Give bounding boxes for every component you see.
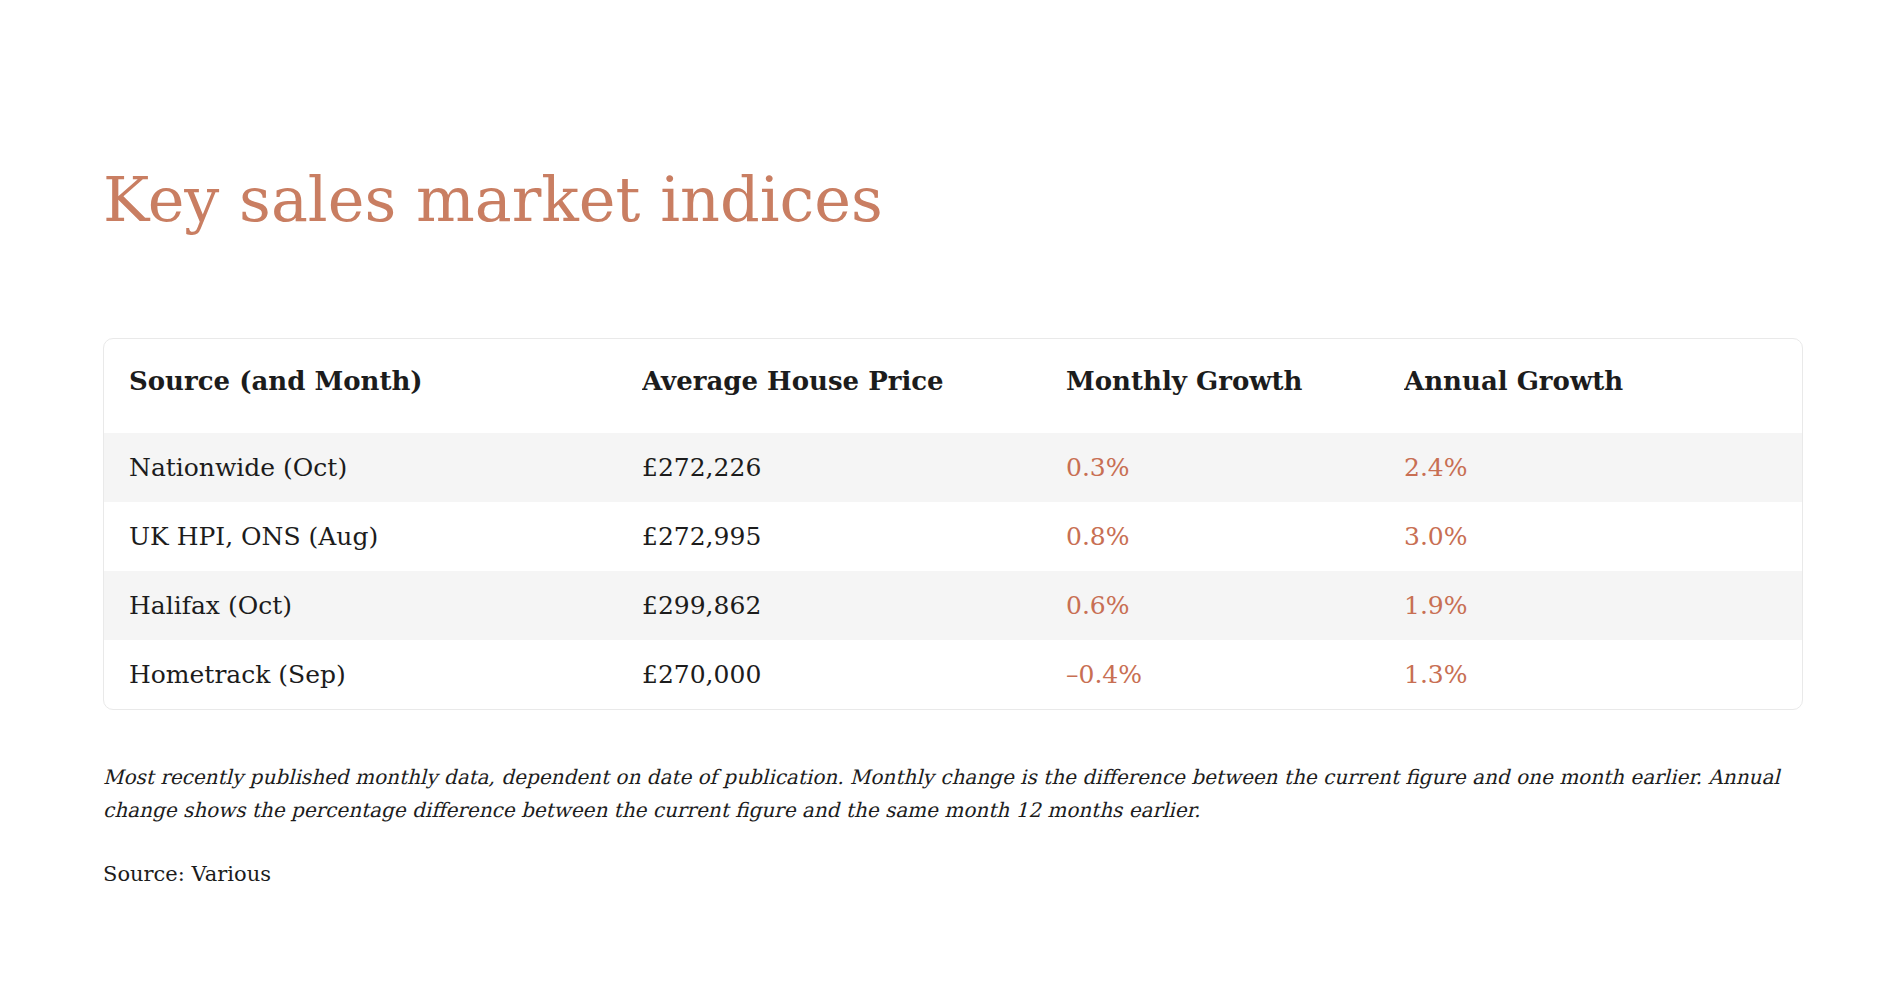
column-header-annual-growth: Annual Growth bbox=[1404, 339, 1802, 433]
column-header-monthly-growth: Monthly Growth bbox=[1066, 339, 1404, 433]
cell-annual-growth: 2.4% bbox=[1404, 433, 1802, 502]
cell-monthly-growth: 0.3% bbox=[1066, 433, 1404, 502]
cell-monthly-growth: –0.4% bbox=[1066, 640, 1404, 709]
table-row-halifax: Halifax (Oct) £299,862 0.6% 1.9% bbox=[104, 571, 1802, 640]
cell-monthly-growth: 0.6% bbox=[1066, 571, 1404, 640]
indices-table-card: Source (and Month) Average House Price M… bbox=[103, 338, 1803, 710]
cell-price: £270,000 bbox=[642, 640, 1066, 709]
column-header-average-price: Average House Price bbox=[642, 339, 1066, 433]
table-row-hometrack: Hometrack (Sep) £270,000 –0.4% 1.3% bbox=[104, 640, 1802, 709]
cell-source: Hometrack (Sep) bbox=[104, 640, 642, 709]
cell-monthly-growth: 0.8% bbox=[1066, 502, 1404, 571]
cell-annual-growth: 1.9% bbox=[1404, 571, 1802, 640]
cell-annual-growth: 1.3% bbox=[1404, 640, 1802, 709]
cell-source: Nationwide (Oct) bbox=[104, 433, 642, 502]
indices-table: Source (and Month) Average House Price M… bbox=[104, 339, 1802, 709]
column-header-source: Source (and Month) bbox=[104, 339, 642, 433]
methodology-footnote: Most recently published monthly data, de… bbox=[103, 761, 1823, 827]
page-title: Key sales market indices bbox=[103, 160, 883, 240]
footnote-line: change shows the percentage difference b… bbox=[103, 794, 1823, 827]
table-header-row: Source (and Month) Average House Price M… bbox=[104, 339, 1802, 433]
source-attribution: Source: Various bbox=[103, 861, 271, 887]
table-row-nationwide: Nationwide (Oct) £272,226 0.3% 2.4% bbox=[104, 433, 1802, 502]
table-row-ukhpi: UK HPI, ONS (Aug) £272,995 0.8% 3.0% bbox=[104, 502, 1802, 571]
footnote-line: Most recently published monthly data, de… bbox=[103, 761, 1823, 794]
cell-price: £272,226 bbox=[642, 433, 1066, 502]
cell-price: £272,995 bbox=[642, 502, 1066, 571]
cell-source: Halifax (Oct) bbox=[104, 571, 642, 640]
cell-source: UK HPI, ONS (Aug) bbox=[104, 502, 642, 571]
cell-price: £299,862 bbox=[642, 571, 1066, 640]
cell-annual-growth: 3.0% bbox=[1404, 502, 1802, 571]
